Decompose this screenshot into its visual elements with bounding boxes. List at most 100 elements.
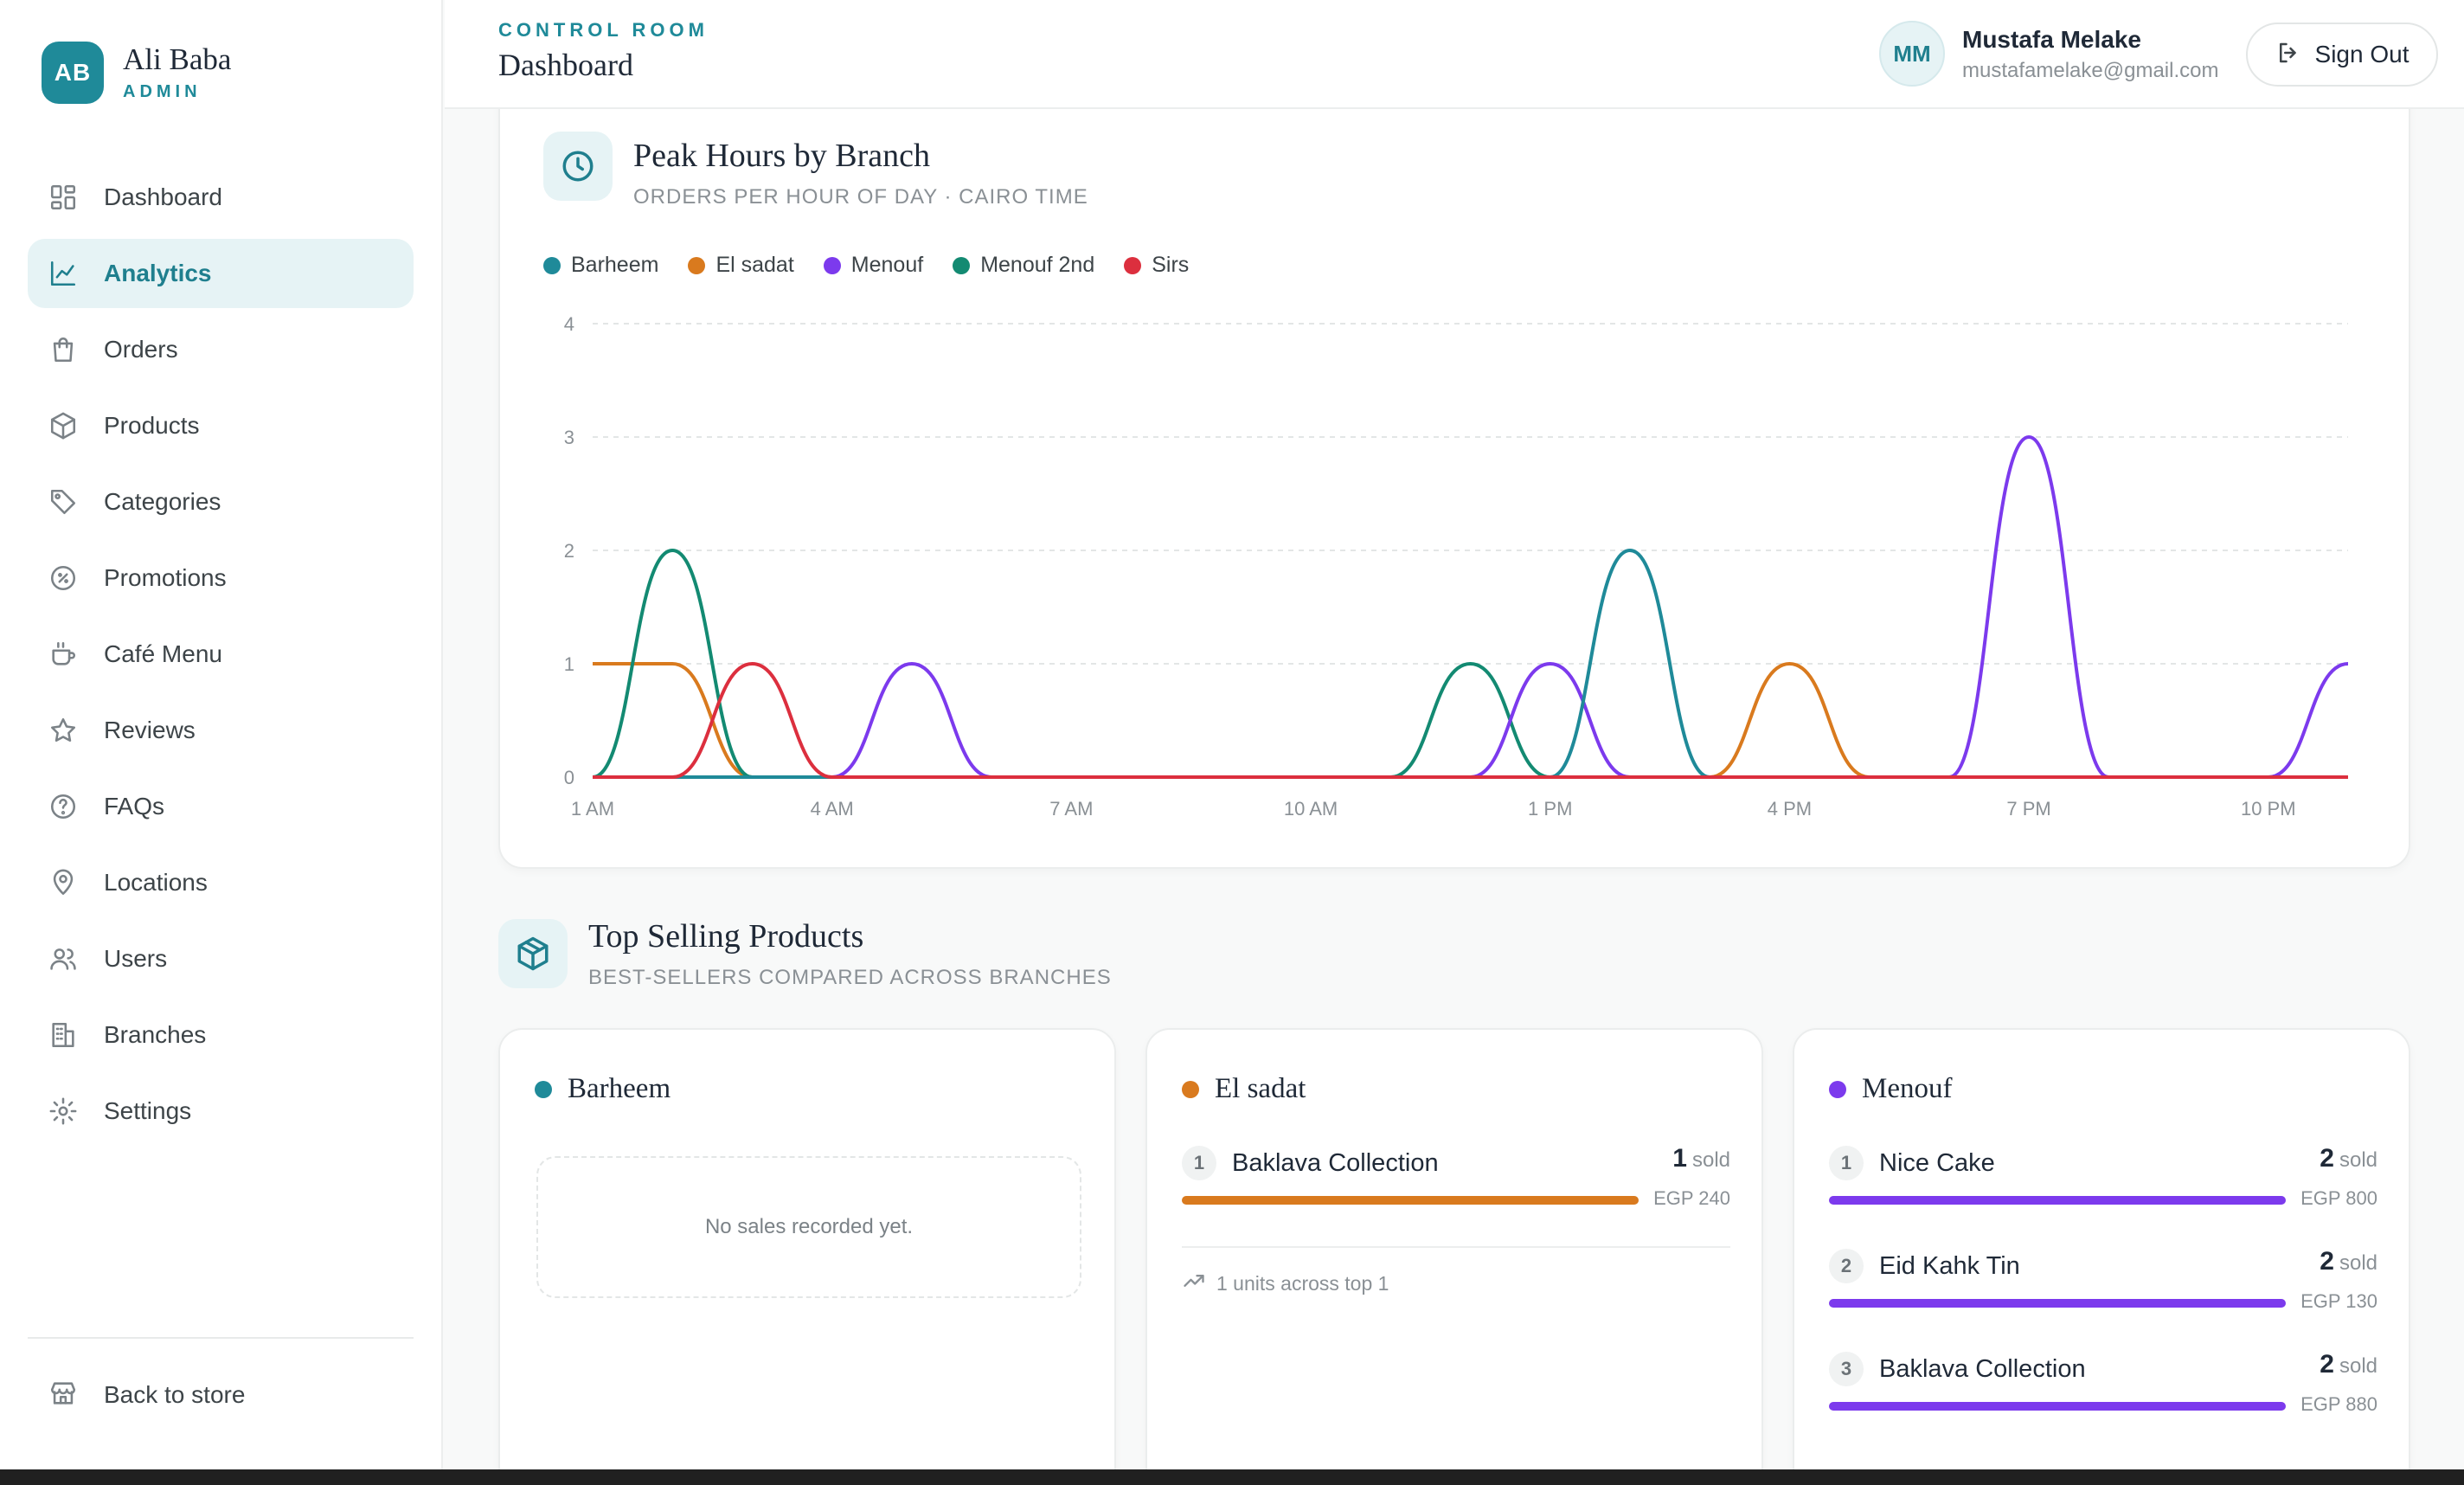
top-selling-subtitle: BEST-SELLERS COMPARED ACROSS BRANCHES: [588, 966, 1112, 989]
breadcrumb: CONTROL ROOM: [498, 19, 709, 41]
sidebar-item-dashboard[interactable]: Dashboard: [28, 163, 414, 232]
page-title: Dashboard: [498, 48, 633, 82]
sidebar-item-settings[interactable]: Settings: [28, 1077, 414, 1146]
avatar[interactable]: MM: [1879, 21, 1945, 87]
brand-role: ADMIN: [123, 81, 202, 101]
store-icon: [48, 1379, 78, 1412]
sold-unit: sold: [1691, 1148, 1730, 1172]
y-tick-label: 3: [564, 427, 574, 448]
sidebar-item-categories[interactable]: Categories: [28, 467, 414, 537]
sold-count: 2 sold: [2320, 1247, 2377, 1276]
branch-card-menouf: Menouf 1 Nice Cake 2 sold EGP 800 2 Eid K…: [1793, 1028, 2410, 1485]
clock-icon: [543, 132, 613, 201]
summary-line: 1 units across top 1: [1182, 1269, 1389, 1298]
sign-out-button[interactable]: Sign Out: [2246, 22, 2438, 87]
sign-out-label: Sign Out: [2314, 41, 2409, 68]
sold-unit: sold: [2339, 1148, 2377, 1172]
product-revenue: EGP 880: [2300, 1393, 2377, 1415]
rank-badge: 1: [1829, 1146, 1864, 1180]
list-item[interactable]: 1 Baklava Collection 1 sold EGP 240: [1182, 1144, 1730, 1239]
sold-count: 2 sold: [2320, 1350, 2377, 1379]
sidebar-item-promotions[interactable]: Promotions: [28, 543, 414, 613]
sidebar-divider: [28, 1337, 414, 1339]
sold-value: 2: [2320, 1247, 2334, 1276]
empty-state: No sales recorded yet.: [536, 1156, 1081, 1298]
trending-up-icon: [1182, 1269, 1216, 1298]
branch-name: El sadat: [1215, 1073, 1306, 1104]
series-line-sirs: [593, 662, 2348, 780]
product-revenue: EGP 130: [2300, 1290, 2377, 1312]
product-revenue: EGP 800: [2300, 1187, 2377, 1209]
sold-count: 2 sold: [2320, 1144, 2377, 1173]
legend-dot: [953, 256, 971, 274]
sidebar-item-label: Categories: [104, 488, 221, 515]
package-icon: [498, 919, 568, 988]
list-item[interactable]: 1 Nice Cake 2 sold EGP 800: [1829, 1144, 2377, 1239]
product-name: Baklava Collection: [1232, 1149, 1439, 1177]
product-revenue: EGP 240: [1653, 1187, 1730, 1209]
shopping-bag-icon: [48, 335, 78, 364]
legend-item-el-sadat[interactable]: El sadat: [688, 253, 794, 278]
sidebar-item-products[interactable]: Products: [28, 391, 414, 460]
sidebar-item-cafe-menu[interactable]: Café Menu: [28, 620, 414, 689]
sidebar-item-analytics[interactable]: Analytics: [28, 239, 414, 308]
legend-item-menouf[interactable]: Menouf: [823, 253, 924, 278]
sidebar-nav: Dashboard Analytics Orders Products Cate…: [28, 163, 414, 1153]
peak-hours-subtitle: ORDERS PER HOUR OF DAY · CAIRO TIME: [633, 185, 1088, 209]
user-email: mustafamelake@gmail.com: [1962, 59, 2219, 82]
product-name: Baklava Collection: [1879, 1355, 2086, 1383]
sidebar-item-faqs[interactable]: FAQs: [28, 772, 414, 841]
sales-bar-fill: [1182, 1196, 1639, 1205]
series-line-menouf: [593, 435, 2349, 780]
brand[interactable]: AB Ali Baba ADMIN: [42, 42, 231, 104]
product-name: Eid Kahk Tin: [1879, 1252, 2020, 1280]
brand-name: Ali Baba: [123, 42, 232, 77]
sidebar-item-label: Analytics: [104, 260, 212, 286]
sidebar-item-reviews[interactable]: Reviews: [28, 696, 414, 765]
building-icon: [48, 1020, 78, 1050]
sidebar-item-orders[interactable]: Orders: [28, 315, 414, 384]
user-name: Mustafa Melake: [1962, 26, 2141, 53]
brand-logo: AB: [42, 42, 104, 104]
rank-badge: 1: [1182, 1146, 1216, 1180]
x-tick-label: 1 AM: [571, 798, 614, 820]
x-tick-label: 10 AM: [1284, 798, 1338, 820]
branch-dot: [1182, 1080, 1199, 1098]
sold-value: 2: [2320, 1350, 2334, 1379]
y-tick-label: 2: [564, 540, 574, 562]
back-to-store-link[interactable]: Back to store: [28, 1360, 414, 1430]
sidebar-item-label: Promotions: [104, 564, 227, 591]
legend-item-sirs[interactable]: Sirs: [1124, 253, 1189, 278]
sidebar-item-label: Locations: [104, 869, 208, 896]
map-pin-icon: [48, 868, 78, 897]
summary-text: 1 units across top 1: [1216, 1271, 1389, 1295]
y-tick-label: 0: [564, 767, 574, 788]
divider: [1182, 1246, 1730, 1248]
sidebar-item-label: FAQs: [104, 793, 165, 820]
x-tick-label: 4 AM: [811, 798, 854, 820]
sidebar-item-users[interactable]: Users: [28, 924, 414, 993]
sales-bar: [1829, 1402, 2286, 1411]
y-tick-label: 1: [564, 653, 574, 675]
peak-hours-card: Peak Hours by Branch ORDERS PER HOUR OF …: [498, 69, 2410, 869]
x-tick-label: 1 PM: [1528, 798, 1572, 820]
x-tick-label: 10 PM: [2241, 798, 2296, 820]
os-taskbar: [0, 1469, 2464, 1485]
sales-bar-fill: [1829, 1402, 2286, 1411]
branch-name: Menouf: [1862, 1073, 1953, 1104]
list-item[interactable]: 3 Baklava Collection 2 sold EGP 880: [1829, 1350, 2377, 1445]
sidebar-item-branches[interactable]: Branches: [28, 1000, 414, 1070]
branch-dot: [535, 1080, 552, 1098]
sold-count: 1 sold: [1672, 1144, 1730, 1173]
sidebar-item-locations[interactable]: Locations: [28, 848, 414, 917]
legend-dot: [1124, 256, 1142, 274]
legend-item-barheem[interactable]: Barheem: [543, 253, 658, 278]
legend-item-menouf-2nd[interactable]: Menouf 2nd: [953, 253, 1094, 278]
list-item[interactable]: 2 Eid Kahk Tin 2 sold EGP 130: [1829, 1247, 2377, 1342]
x-tick-label: 7 AM: [1049, 798, 1093, 820]
legend-label: El sadat: [715, 253, 794, 277]
legend-dot: [823, 256, 841, 274]
gear-icon: [48, 1096, 78, 1126]
legend-label: Menouf: [850, 253, 924, 277]
sidebar-item-label: Branches: [104, 1021, 207, 1048]
